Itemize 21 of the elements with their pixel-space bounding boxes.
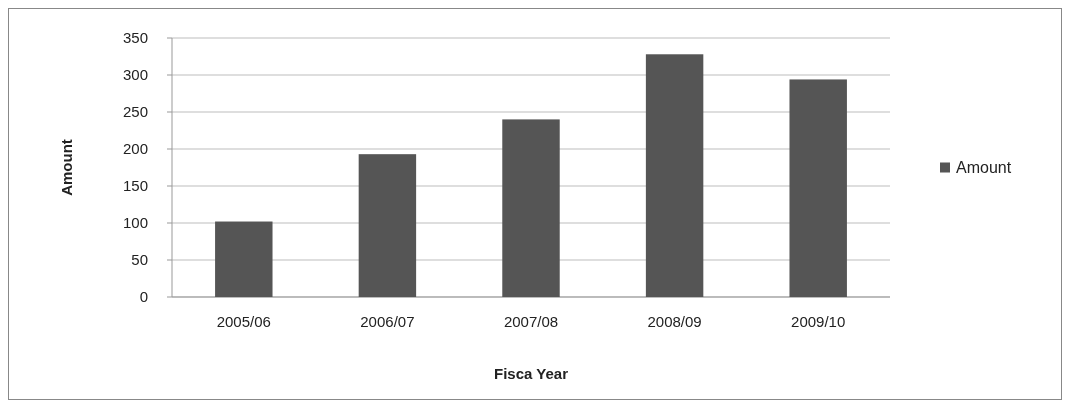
bar	[358, 154, 417, 297]
x-tick-label: 2009/10	[791, 313, 846, 330]
bar	[502, 119, 560, 297]
y-tick-label: 300	[122, 66, 148, 84]
bar	[789, 79, 847, 297]
x-axis-title: Fisca Year	[494, 365, 569, 382]
x-tick-label: 2005/06	[216, 313, 271, 330]
y-tick-label: 50	[131, 251, 148, 269]
y-tick-label: 0	[139, 288, 148, 306]
legend-label: Amount	[956, 159, 1012, 177]
x-tick-label: 2008/09	[647, 313, 702, 330]
x-tick-label: 2007/08	[503, 313, 559, 330]
y-axis-title: Amount	[58, 139, 75, 196]
x-tick-label: 2006/07	[360, 313, 415, 330]
y-tick-label: 350	[122, 29, 148, 47]
y-tick-label: 200	[122, 140, 148, 158]
y-tick-label: 250	[122, 103, 148, 121]
y-tick-label: 100	[122, 214, 148, 232]
bar	[215, 221, 273, 297]
bar	[645, 54, 704, 297]
y-tick-label: 150	[122, 177, 148, 195]
